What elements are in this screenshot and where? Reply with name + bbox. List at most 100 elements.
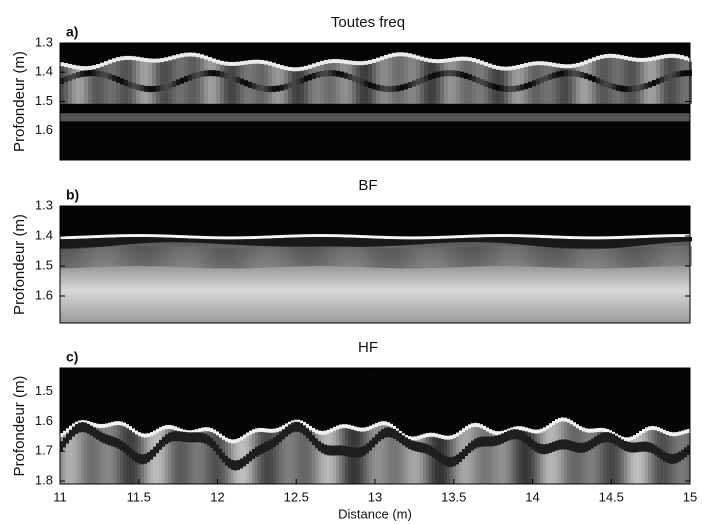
- texture: [162, 425, 165, 430]
- texture: [620, 55, 624, 60]
- texture: [174, 431, 177, 442]
- texture: [232, 75, 236, 82]
- texture: [252, 239, 256, 246]
- texture: [384, 247, 388, 268]
- texture: [333, 445, 336, 456]
- texture: [258, 427, 261, 432]
- texture: [356, 246, 360, 267]
- texture: [260, 85, 264, 92]
- texture: [108, 246, 112, 267]
- texture: [224, 239, 228, 245]
- texture: [476, 237, 480, 243]
- x-tick-label: 15: [683, 489, 697, 504]
- texture: [105, 434, 108, 445]
- texture: [164, 237, 168, 243]
- texture: [408, 436, 411, 441]
- texture: [680, 55, 684, 60]
- texture: [472, 237, 476, 243]
- texture: [300, 68, 304, 104]
- texture: [342, 445, 345, 456]
- texture: [297, 422, 300, 484]
- texture: [88, 70, 92, 77]
- panel: BFb)Profondeur (m)1.31.41.51.6: [11, 177, 692, 324]
- texture: [364, 247, 368, 268]
- x-tick-label: 13: [368, 489, 382, 504]
- texture: [172, 57, 176, 104]
- texture: [270, 428, 273, 433]
- texture: [273, 428, 276, 433]
- texture: [651, 443, 654, 454]
- texture: [512, 67, 516, 104]
- texture: [162, 436, 165, 447]
- texture: [136, 246, 140, 267]
- texture: [516, 64, 520, 69]
- texture: [124, 234, 128, 238]
- texture: [468, 234, 472, 238]
- texture: [152, 237, 156, 243]
- texture: [116, 57, 120, 62]
- texture: [666, 452, 669, 463]
- texture: [96, 70, 100, 77]
- texture: [676, 237, 680, 243]
- texture: [328, 70, 332, 77]
- texture: [648, 246, 652, 267]
- texture: [264, 428, 267, 433]
- texture: [228, 248, 232, 269]
- texture: [136, 56, 140, 61]
- texture: [117, 424, 120, 484]
- texture: [504, 246, 508, 267]
- texture: [153, 433, 156, 484]
- texture: [500, 85, 504, 92]
- texture: [512, 246, 516, 267]
- texture: [644, 237, 648, 246]
- texture: [592, 236, 596, 240]
- texture: [99, 431, 102, 442]
- texture: [165, 425, 168, 430]
- texture: [220, 60, 224, 65]
- texture: [548, 247, 552, 268]
- texture: [380, 58, 384, 104]
- texture: [400, 239, 404, 246]
- texture: [592, 239, 596, 250]
- texture: [416, 78, 420, 85]
- texture: [570, 420, 573, 425]
- texture: [312, 237, 316, 248]
- texture: [183, 432, 186, 484]
- texture: [312, 234, 316, 238]
- texture: [594, 431, 597, 484]
- texture: [400, 236, 404, 240]
- texture: [612, 239, 616, 249]
- texture: [392, 85, 396, 92]
- texture: [412, 80, 416, 87]
- texture: [189, 433, 192, 484]
- texture: [140, 234, 144, 238]
- texture: [380, 85, 384, 92]
- texture: [296, 67, 300, 72]
- texture: [404, 248, 408, 269]
- texture: [172, 246, 176, 267]
- texture: [392, 54, 396, 104]
- texture: [66, 428, 69, 433]
- texture: [580, 71, 584, 78]
- texture: [216, 444, 219, 455]
- texture: [624, 238, 628, 248]
- texture: [560, 247, 564, 268]
- texture: [603, 431, 606, 484]
- texture: [540, 76, 544, 83]
- texture: [420, 56, 424, 61]
- texture: [576, 427, 579, 484]
- texture: [184, 238, 188, 243]
- texture: [448, 59, 452, 104]
- texture: [162, 428, 165, 484]
- chart-title: BF: [358, 177, 377, 194]
- texture: [396, 236, 400, 240]
- texture: [412, 56, 416, 104]
- texture: [396, 430, 399, 441]
- texture: [412, 236, 416, 240]
- texture: [128, 234, 132, 238]
- texture: [108, 237, 112, 247]
- texture: [96, 238, 100, 248]
- texture: [116, 234, 120, 238]
- texture: [264, 60, 268, 65]
- texture: [300, 77, 304, 84]
